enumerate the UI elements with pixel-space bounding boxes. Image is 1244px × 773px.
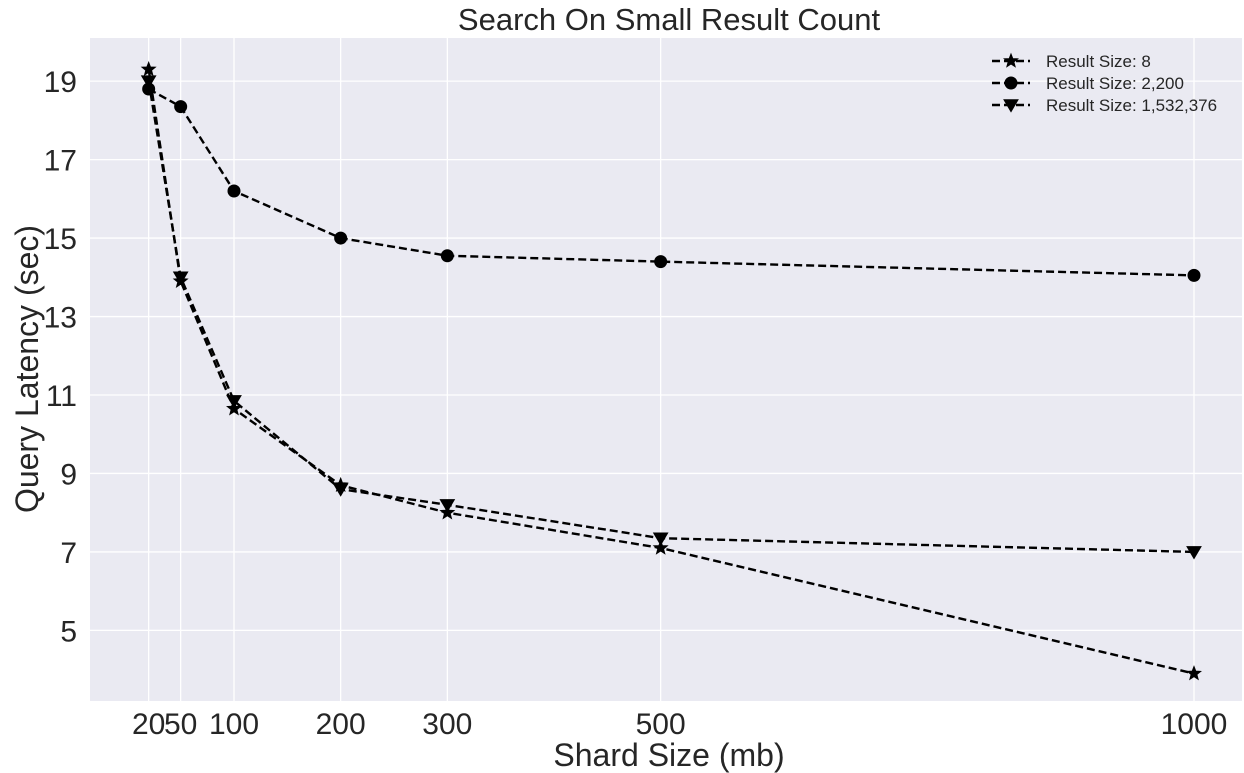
x-axis-label: Shard Size (mb) [553,737,784,773]
y-tick-label: 9 [60,458,77,491]
legend-item: Result Size: 2,200 [992,74,1184,93]
legend-marker-triangle-down [1003,99,1019,113]
data-point-triangle-down [439,499,456,513]
x-tick-label: 50 [164,708,197,741]
data-point-triangle-down [140,75,157,89]
legend-label: Result Size: 8 [1046,52,1151,71]
data-point-circle [440,249,454,263]
y-tick-label: 19 [44,66,77,99]
x-tick-label: 100 [209,708,259,741]
data-point-circle [654,255,668,269]
data-point-triangle-down [172,271,189,285]
series-layer [140,60,1202,681]
legend: Result Size: 8 Result Size: 2,200 Result S… [992,52,1217,115]
data-point-triangle-down [226,395,242,409]
gridlines [90,38,1242,701]
y-tick-label: 15 [44,223,77,256]
legend-marker-circle [1004,76,1018,90]
x-tick-label: 500 [636,708,686,741]
y-tick-label: 5 [60,615,77,648]
x-tick-label: 200 [316,708,366,741]
data-point-circle [334,231,348,245]
y-tick-label: 13 [44,302,77,335]
data-point-circle [227,184,241,198]
plot-area [90,38,1242,701]
legend-item: Result Size: 1,532,376 [992,96,1217,115]
data-point-circle [174,100,188,114]
y-tick-labels: 5 7 9 11 13 15 17 19 [44,66,77,648]
legend-label: Result Size: 2,200 [1046,74,1184,93]
x-tick-label: 1000 [1161,708,1228,741]
x-tick-label: 20 [132,708,165,741]
y-tick-label: 17 [44,145,77,178]
data-point-triangle-down [652,532,669,546]
data-point-triangle-down [1186,546,1202,560]
legend-item: Result Size: 8 [992,52,1151,71]
legend-label: Result Size: 1,532,376 [1046,96,1217,115]
legend-marker-star [1003,52,1019,68]
data-point-triangle-down [332,483,349,497]
series-2 [142,82,1201,282]
data-point-star [652,539,669,555]
x-tick-label: 300 [422,708,472,741]
y-tick-label: 7 [60,537,77,570]
data-point-star [140,60,157,77]
series-3 [140,75,1202,560]
y-axis-label: Query Latency (sec) [9,225,45,513]
chart-title: Search On Small Result Count [458,2,881,37]
data-point-star [1186,665,1202,681]
y-tick-label: 11 [46,380,77,413]
data-point-circle [1187,268,1201,282]
